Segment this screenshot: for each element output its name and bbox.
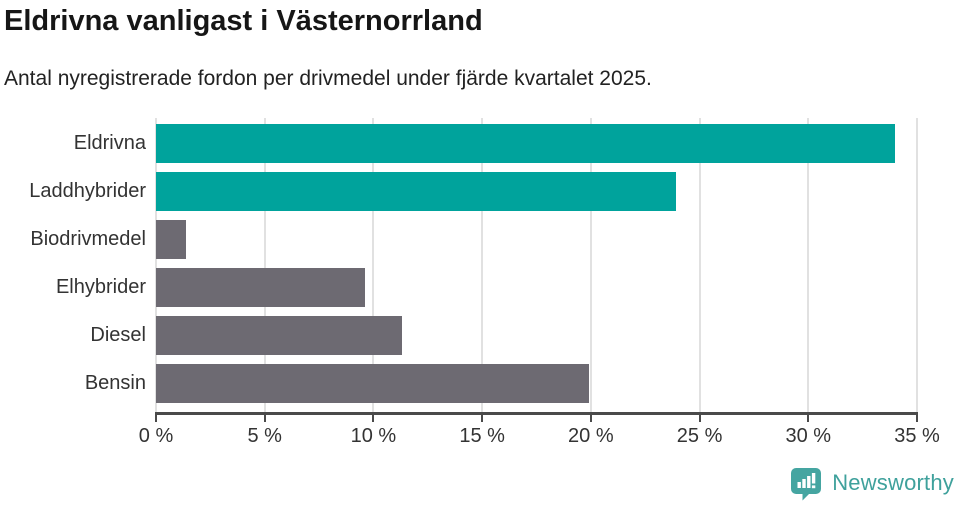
gridline <box>372 118 375 412</box>
x-tick-mark <box>372 415 375 422</box>
x-tick-label: 5 % <box>247 425 282 447</box>
gridline <box>589 118 592 412</box>
x-axis-line <box>155 412 918 415</box>
gridline <box>698 118 701 412</box>
category-labels: Eldrivna Laddhybrider Biodrivmedel Elhybrid… <box>0 118 146 412</box>
gridline <box>263 118 266 412</box>
bar-elhybrider <box>156 268 365 307</box>
category-label: Laddhybrider <box>29 180 146 202</box>
x-tick-label: 10 % <box>350 425 397 447</box>
brand-name: Newsworthy <box>832 470 954 495</box>
gridline <box>916 118 918 412</box>
x-tick-label: 25 % <box>676 425 723 447</box>
chart-subtitle: Antal nyregistrerade fordon per drivmede… <box>4 67 652 90</box>
x-tick-mark <box>589 415 592 422</box>
bar-biodrivmedel <box>156 220 187 259</box>
newsworthy-logo-icon <box>788 465 824 501</box>
x-tick-mark <box>807 415 810 422</box>
bar-laddhybrider <box>156 172 676 211</box>
x-tick-label: 30 % <box>785 425 832 447</box>
gridline <box>807 118 810 412</box>
x-tick-mark <box>698 415 701 422</box>
x-tick-mark <box>155 415 157 422</box>
brand-logo: Newsworthy <box>788 465 954 501</box>
category-label: Eldrivna <box>73 132 146 154</box>
x-tick-label: 15 % <box>459 425 505 447</box>
gridline <box>481 118 484 412</box>
x-tick-label: 20 % <box>568 425 614 447</box>
x-tick-label: 0 % <box>138 425 174 447</box>
speech-bubble-shape <box>791 468 822 501</box>
category-label: Biodrivmedel <box>30 228 146 250</box>
category-label: Elhybrider <box>55 276 146 298</box>
x-tick-mark <box>481 415 484 422</box>
gridline <box>155 118 157 412</box>
plot-area <box>155 118 918 412</box>
x-tick-mark <box>916 415 918 422</box>
x-tick-mark <box>263 415 266 422</box>
bar-diesel <box>156 316 402 355</box>
bar-bensin <box>156 364 589 403</box>
chart-title: Eldrivna vanligast i Västernorrland <box>4 5 483 37</box>
x-tick-label: 35 % <box>894 425 940 447</box>
category-label: Bensin <box>84 372 146 394</box>
category-label: Diesel <box>90 324 146 346</box>
x-axis-ticks: 0 % 5 % 10 % 15 % 20 % 25 % 30 % 35 % <box>139 415 940 455</box>
bar-eldrivna <box>156 124 896 163</box>
